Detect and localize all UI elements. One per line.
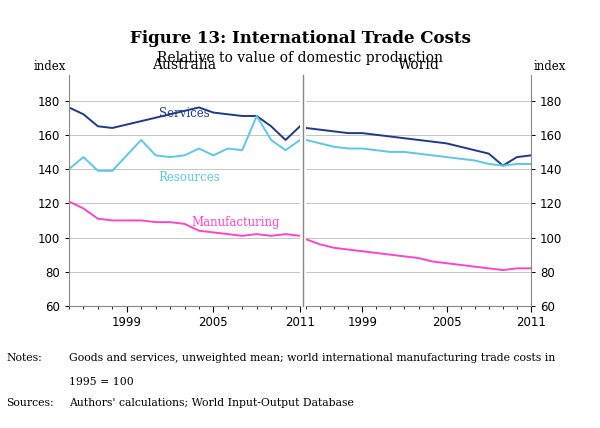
Text: Sources:: Sources: [6, 398, 53, 408]
Title: World: World [398, 58, 439, 72]
Text: Notes:: Notes: [6, 353, 42, 363]
Text: Relative to value of domestic production: Relative to value of domestic production [157, 51, 443, 65]
Text: Services: Services [158, 107, 209, 120]
Text: Goods and services, unweighted mean; world international manufacturing trade cos: Goods and services, unweighted mean; wor… [69, 353, 555, 363]
Text: 1995 = 100: 1995 = 100 [69, 377, 134, 386]
Text: Resources: Resources [158, 171, 220, 184]
Title: Australia: Australia [152, 58, 217, 72]
Text: index: index [34, 60, 66, 73]
Text: Figure 13: International Trade Costs: Figure 13: International Trade Costs [130, 30, 470, 47]
Text: index: index [534, 60, 566, 73]
Text: Authors' calculations; World Input-Output Database: Authors' calculations; World Input-Outpu… [69, 398, 354, 408]
Text: Manufacturing: Manufacturing [192, 216, 280, 229]
